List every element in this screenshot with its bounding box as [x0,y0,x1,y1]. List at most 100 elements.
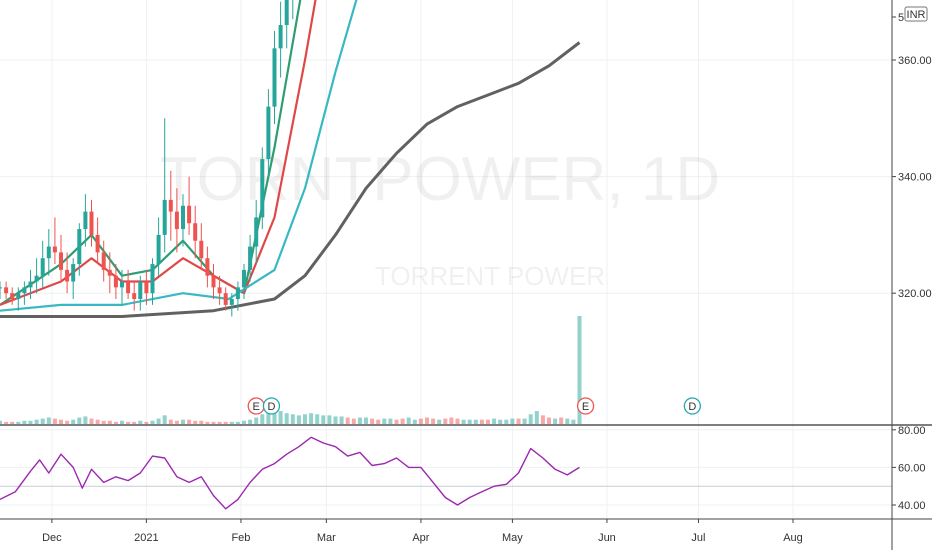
candle-body [77,229,82,265]
volume-bar [443,418,448,424]
candle [89,199,94,247]
volume-bar [205,421,210,424]
candle [266,89,271,177]
volume-bar [217,421,222,424]
candle [242,264,246,300]
volume-bar [370,418,375,424]
volume-bar [327,415,332,424]
volume-bar [266,411,271,424]
candle [248,234,253,282]
volume-bar [412,419,417,424]
candle-body [144,281,149,294]
volume-bars [0,316,582,424]
candle-body [156,234,161,265]
candle [52,217,57,265]
volume-bar [22,420,27,424]
volume-bar [467,419,472,424]
candle-body [65,269,70,282]
volume-bar [534,411,539,424]
candle-body [52,246,57,253]
moving-average-line [0,41,581,318]
watermark-name: TORRENT POWER [375,261,605,291]
candle [34,258,39,294]
volume-bar [181,419,185,424]
candle-body [211,275,216,288]
candle [217,275,222,305]
time-tick-label: Feb [231,532,250,544]
volume-bar [418,418,423,424]
volume-bar [296,415,301,424]
grid-lines [0,0,892,519]
candle [71,258,76,300]
candle [174,188,179,253]
candle [205,246,210,288]
volume-bar [406,417,411,424]
volume-bar [571,419,576,424]
candle-body [71,264,76,282]
price-tick-label: 5 [898,12,904,24]
volume-bar [272,408,277,424]
dividend-marker: D [683,397,701,415]
volume-bar [486,419,490,424]
volume-bar [34,419,39,424]
volume-bar [431,418,436,424]
candle [211,264,216,300]
volume-bar [59,419,63,424]
candle [28,269,33,300]
candle-body [22,287,27,294]
candle-body [132,293,137,300]
volume-bar [376,419,381,424]
candle [16,287,21,311]
candle [0,281,2,300]
volume-bar [449,417,454,424]
candle-body [181,205,185,230]
earnings-marker-label: E [582,401,589,413]
candle [132,281,137,311]
candle [181,194,185,247]
earnings-marker-circle [576,397,595,415]
volume-bar [577,316,582,424]
volume-bar [547,417,551,424]
candle-body [83,211,88,230]
dividend-marker-circle [683,397,701,415]
volume-bar [540,415,545,424]
volume-bar [65,420,70,424]
volume-bar [278,411,283,424]
volume-bar [303,414,307,424]
dividend-marker-circle [262,397,281,415]
candle-body [59,252,63,270]
volume-bar [260,414,265,424]
volume-bar [510,418,515,424]
earnings-marker-label: E [253,401,260,413]
volume-bar [89,418,94,424]
price-tick-label: 340.00 [898,172,932,184]
volume-bar [40,418,45,424]
candle [46,229,51,276]
volume-bar [388,418,393,424]
candle [59,234,63,282]
volume-bar [144,421,149,424]
volume-bar [150,420,155,424]
candle-body [229,299,234,305]
volume-bar [168,419,173,424]
volume-bar [339,416,344,424]
volume-bar [95,419,100,424]
volume-bar [565,418,570,424]
volume-bar [10,421,15,424]
volume-bar [284,413,289,424]
volume-bar [345,417,350,424]
volume-bar [52,418,57,424]
volume-bar [364,417,368,424]
price-tick-label: 360.00 [898,55,932,67]
volume-bar [522,418,527,424]
dividend-marker-label: D [267,401,275,413]
candle-body [217,287,222,294]
volume-bar [498,419,503,424]
time-tick-label: Aug [783,532,803,544]
volume-bar [120,420,124,424]
volume-bar [437,419,442,424]
candle-body [168,199,173,212]
candle [229,293,234,317]
candle [162,118,167,253]
